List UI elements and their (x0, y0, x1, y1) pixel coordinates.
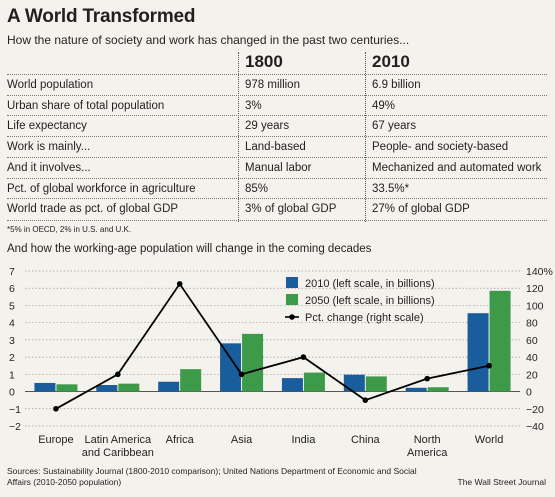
bar-2010 (467, 313, 489, 392)
cell-1800: 978 million (245, 79, 300, 91)
pct-change-point (486, 362, 492, 369)
bar-2010 (220, 343, 242, 392)
table-row: World population 978 million 6.9 billion (7, 74, 547, 96)
cell-2010: 6.9 billion (372, 79, 421, 91)
category-label: Europe (38, 434, 73, 446)
bar-2050 (365, 376, 387, 392)
bar-2050 (180, 369, 202, 392)
page-title: A World Transformed (7, 6, 196, 27)
bar-2010 (343, 374, 365, 392)
left-axis-tick: 0 (9, 387, 15, 399)
category-label: North (414, 434, 441, 446)
pct-change-point (53, 405, 59, 412)
bar-2050 (242, 333, 264, 392)
pct-change-line (55, 282, 490, 410)
cell-1800: 3% (245, 99, 262, 112)
pct-change-point (115, 371, 121, 378)
category-label: Latin America (84, 434, 152, 446)
cell-2010: 49% (372, 99, 396, 112)
right-axis-tick: 120 (526, 283, 544, 295)
bar-2010 (96, 385, 118, 392)
table-row: Life expectancy 29 years 67 years (7, 115, 547, 137)
column-header-1800: 1800 (245, 52, 283, 71)
row-label: And it involves... (7, 161, 91, 174)
legend-line-marker (289, 314, 295, 320)
cell-1800: 85% (245, 182, 269, 195)
left-axis-tick: 3 (9, 335, 15, 347)
bar-2010 (158, 381, 180, 392)
right-axis-tick: −40 (526, 421, 544, 433)
left-axis-tick: 5 (9, 300, 15, 312)
cell-2010: People- and society-based (372, 141, 509, 154)
row-label: Life expectancy (7, 120, 87, 133)
category-label: Africa (166, 434, 195, 446)
chart-subtitle: And how the working-age population will … (7, 243, 372, 255)
table-row: Work is mainly... Land-based People- and s… (7, 136, 547, 158)
pct-change-point (176, 281, 183, 287)
pct-change-point (424, 375, 430, 382)
right-axis-tick: −20 (526, 404, 544, 416)
row-label: Urban share of total population (7, 99, 165, 112)
left-axis-tick: 7 (9, 266, 15, 278)
right-axis-tick: 80 (526, 318, 538, 330)
cell-1800: Land-based (245, 141, 306, 154)
left-axis-tick: 6 (9, 283, 15, 295)
left-axis-tick: −1 (9, 404, 21, 416)
column-header-2010: 2010 (372, 52, 410, 71)
legend-label: Pct. change (right scale) (305, 312, 424, 324)
right-axis-tick: 140% (526, 266, 553, 278)
pct-change-point (300, 354, 307, 360)
category-label: India (292, 434, 317, 446)
left-axis-tick: 2 (9, 352, 15, 364)
bar-2050 (427, 387, 449, 392)
cell-2010: 67 years (372, 120, 417, 133)
left-axis-tick: 1 (9, 369, 15, 381)
legend-swatch (286, 294, 298, 305)
category-label: America (407, 447, 448, 459)
legend-swatch (286, 277, 298, 288)
right-axis-tick: 40 (526, 352, 538, 364)
row-label: Pct. of global workforce in agriculture (7, 182, 196, 195)
cell-2010: Mechanized and automated work (372, 161, 542, 174)
pct-change-point (238, 371, 245, 378)
table-row: Pct. of global workforce in agriculture 8… (7, 177, 547, 200)
left-axis-tick: 4 (9, 318, 15, 330)
legend-label: 2050 (left scale, in billions) (305, 295, 435, 307)
row-label: World population (7, 79, 94, 91)
right-axis-tick: 0 (526, 387, 532, 399)
bar-2050 (303, 372, 325, 392)
row-label: World trade as pct. of global GDP (7, 203, 179, 216)
category-label: and Caribbean (82, 447, 154, 459)
credit-line: The Wall Street Journal (457, 477, 547, 487)
bar-2010 (281, 378, 303, 392)
right-axis-tick: 20 (526, 369, 538, 381)
bar-2050 (489, 290, 511, 392)
bar-2050 (118, 383, 140, 392)
cell-1800: 29 years (245, 120, 290, 133)
pct-change-point (362, 397, 369, 403)
bar-2010 (405, 387, 427, 392)
table-row: World trade as pct. of global GDP 3% of g… (7, 198, 547, 222)
right-axis-tick: 60 (526, 335, 538, 347)
page-subtitle: How the nature of society and work has c… (7, 33, 410, 47)
row-label: Work is mainly... (7, 141, 91, 154)
category-label: China (351, 434, 381, 446)
cell-1800: Manual labor (245, 161, 312, 174)
legend-label: 2010 (left scale, in billions) (305, 278, 435, 290)
cell-2010: 33.5%* (372, 182, 410, 195)
table-footnote: *5% in OECD, 2% in U.S. and U.K. (7, 225, 132, 234)
left-axis-tick: −2 (9, 421, 21, 433)
cell-2010: 27% of global GDP (372, 203, 470, 216)
bar-2010 (34, 382, 56, 392)
source-note: Sources: Sustainability Journal (1800-20… (7, 466, 417, 487)
category-label: Asia (231, 434, 253, 446)
cell-1800: 3% of global GDP (245, 203, 337, 216)
right-axis-tick: 100 (526, 300, 544, 312)
table-row: And it involves... Manual labor Mechanized… (7, 156, 547, 179)
bar-2050 (56, 384, 78, 392)
table-row: Urban share of total population 3% 49% (7, 94, 547, 117)
category-label: World (475, 434, 504, 446)
